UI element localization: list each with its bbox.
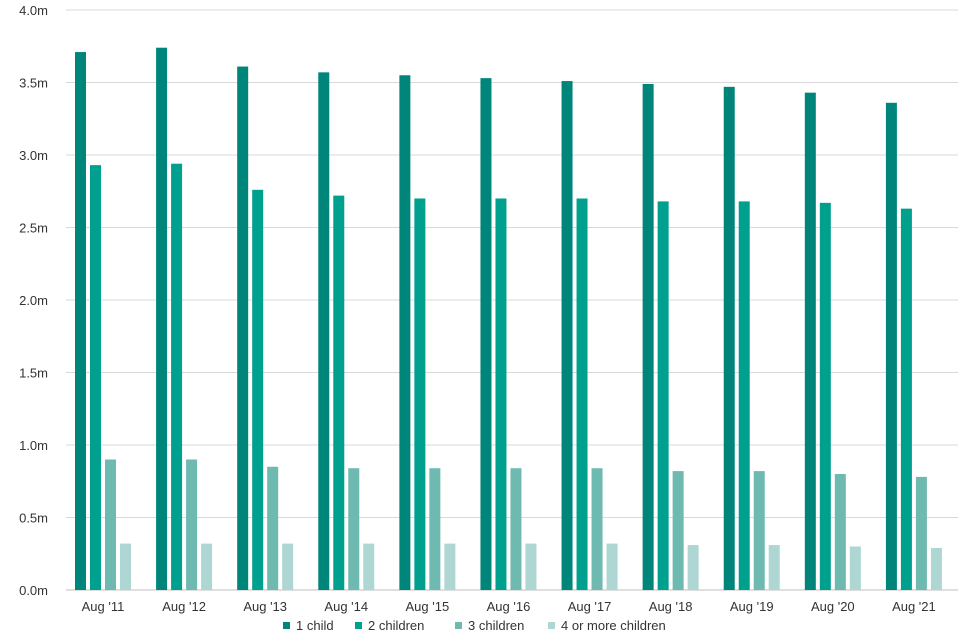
legend-swatch: [455, 622, 462, 629]
y-tick-label: 2.5m: [19, 221, 48, 236]
legend-item: 2 children: [355, 618, 424, 633]
x-tick-label: Aug '21: [892, 599, 936, 614]
x-axis-ticks: Aug '11 Aug '12 Aug '13 Aug '14 Aug '15 Aug '…: [82, 599, 936, 614]
bar-3-children: [105, 459, 116, 590]
legend: 1 child 2 children 3 children 4 or more chi…: [283, 618, 666, 633]
bar-1-child: [561, 81, 573, 591]
bar-2-children: [414, 198, 426, 590]
bar-4-or-more-children: [930, 547, 942, 590]
x-tick-label: Aug '12: [162, 599, 206, 614]
x-tick-label: Aug '16: [487, 599, 531, 614]
bar-3-children: [834, 474, 846, 590]
gridlines: [66, 9, 958, 591]
bar-4-or-more-children: [282, 543, 294, 590]
bar-3-children: [348, 468, 360, 590]
bar-1-child: [75, 52, 86, 591]
bar-1-child: [237, 66, 249, 591]
legend-item: 4 or more children: [548, 618, 666, 633]
bar-4-or-more-children: [120, 543, 131, 590]
bar-2-children: [576, 198, 588, 590]
bar-1-child: [885, 102, 897, 591]
bar-2-children: [819, 202, 831, 590]
bar-1-child: [318, 72, 330, 591]
legend-label: 1 child: [296, 618, 334, 633]
x-tick-label: Aug '15: [406, 599, 450, 614]
bar-4-or-more-children: [444, 543, 456, 590]
y-tick-label: 4.0m: [19, 3, 48, 18]
y-tick-label: 3.0m: [19, 148, 48, 163]
x-tick-label: Aug '14: [324, 599, 368, 614]
bar-3-children: [753, 471, 765, 590]
bar-1-child: [480, 78, 492, 591]
bar-3-children: [510, 468, 522, 590]
y-axis-ticks: 0.0m 0.5m 1.0m 1.5m 2.0m 2.5m 3.0m 3.5m 4.0m: [19, 3, 48, 598]
y-tick-label: 2.0m: [19, 293, 48, 308]
bar-2-children: [90, 165, 101, 590]
x-tick-label: Aug '18: [649, 599, 693, 614]
legend-swatch: [355, 622, 362, 629]
bar-4-or-more-children: [525, 543, 537, 590]
bar-3-children: [591, 468, 603, 590]
bar-2-children: [738, 201, 750, 590]
x-tick-label: Aug '19: [730, 599, 774, 614]
bar-2-children: [252, 189, 264, 591]
legend-label: 2 children: [368, 618, 424, 633]
legend-swatch: [283, 622, 290, 629]
bar-1-child: [804, 92, 816, 591]
bar-4-or-more-children: [201, 543, 213, 590]
y-tick-label: 1.0m: [19, 438, 48, 453]
bar-4-or-more-children: [849, 546, 861, 590]
x-tick-label: Aug '11: [82, 599, 125, 614]
legend-swatch: [548, 622, 555, 629]
bar-3-children: [672, 471, 684, 590]
x-tick-label: Aug '13: [243, 599, 287, 614]
legend-label: 3 children: [468, 618, 524, 633]
bar-3-children: [429, 468, 441, 590]
legend-item: 3 children: [455, 618, 524, 633]
bar-1-child: [642, 83, 654, 590]
bar-1-child: [156, 47, 168, 590]
legend-label: 4 or more children: [561, 618, 666, 633]
y-tick-label: 0.0m: [19, 583, 48, 598]
bar-2-children: [657, 201, 669, 590]
bar-2-children: [900, 208, 912, 590]
bar-4-or-more-children: [606, 543, 618, 590]
y-tick-label: 0.5m: [19, 511, 48, 526]
bar-1-child: [723, 86, 735, 590]
y-tick-label: 1.5m: [19, 366, 48, 381]
bar-2-children: [333, 195, 345, 590]
bar-1-child: [399, 75, 411, 590]
bar-2-children: [495, 198, 507, 590]
bar-4-or-more-children: [687, 545, 699, 590]
bar-3-children: [186, 459, 198, 590]
bars: [75, 47, 942, 591]
bar-2-children: [171, 163, 183, 590]
x-tick-label: Aug '17: [568, 599, 612, 614]
bar-4-or-more-children: [768, 545, 780, 590]
legend-item: 1 child: [283, 618, 334, 633]
bar-4-or-more-children: [363, 543, 375, 590]
y-tick-label: 3.5m: [19, 76, 48, 91]
bar-3-children: [267, 466, 279, 590]
x-tick-label: Aug '20: [811, 599, 855, 614]
bar-3-children: [915, 476, 927, 590]
